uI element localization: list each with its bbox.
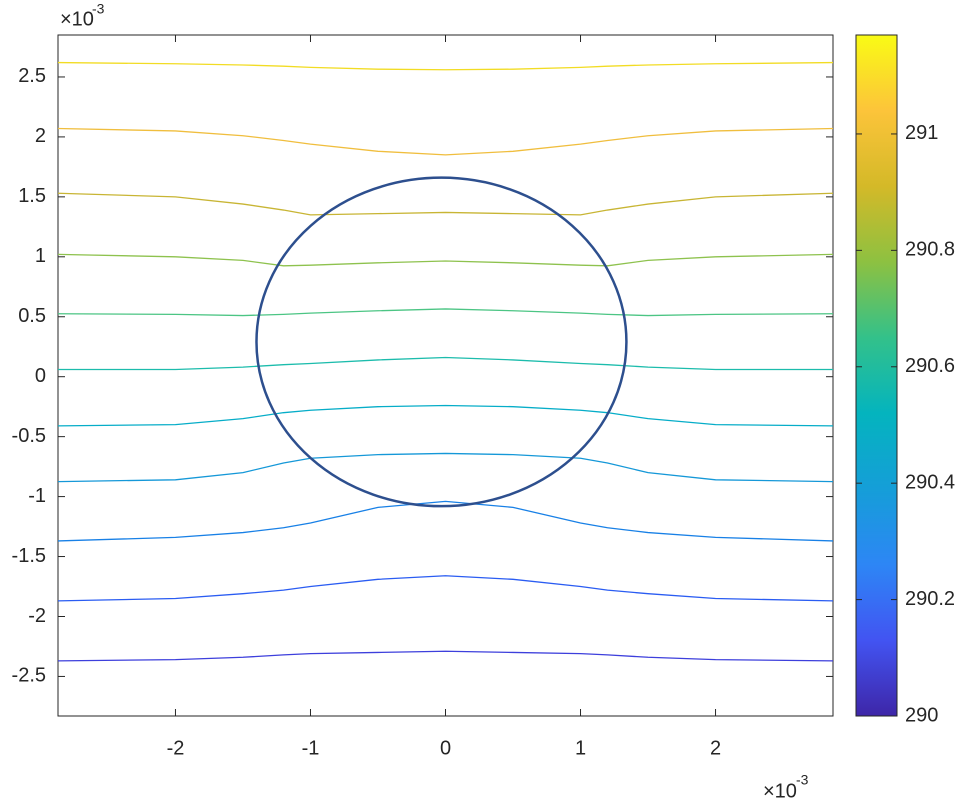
contour-line [57, 192, 834, 216]
plot-area [57, 34, 834, 717]
contour-line [57, 61, 834, 71]
contour-line [57, 650, 834, 662]
colorbar-tick-label: 290.4 [905, 471, 955, 493]
circle-outline [255, 176, 628, 508]
contour-line [57, 308, 834, 317]
x-tick-label: -2 [167, 737, 185, 759]
colorbar-tick-label: 290.2 [905, 588, 955, 610]
y-tick-label: -2.5 [12, 665, 46, 687]
y-tick-label: 1.5 [18, 185, 46, 207]
y-tick-label: 2 [35, 125, 46, 147]
colorbar [855, 34, 898, 717]
colorbar-tick-label: 290.8 [905, 239, 955, 261]
colorbar-tick-label: 290.6 [905, 355, 955, 377]
contour-line [57, 452, 834, 483]
y-tick-label: -0.5 [12, 425, 46, 447]
y-tick-label: -1 [28, 485, 46, 507]
colorbar-tick-label: 290 [905, 704, 938, 726]
y-tick-label: 0.5 [18, 305, 46, 327]
x-tick-label: 0 [440, 737, 451, 759]
x-tick-label: -1 [302, 737, 320, 759]
contour-line [57, 404, 834, 427]
y-tick-label: 0 [35, 365, 46, 387]
y-tick-label: 2.5 [18, 65, 46, 87]
x-tick-label: 1 [575, 737, 586, 759]
contour-line [57, 575, 834, 602]
y-tick-label: 1 [35, 245, 46, 267]
contour-line [57, 253, 834, 267]
x-power: -3 [796, 772, 809, 788]
contour-line [57, 500, 834, 542]
y-multiplier: ×10 [60, 8, 94, 30]
contour-line [58, 356, 833, 371]
y-tick-label: -2 [28, 605, 46, 627]
contour-line [57, 127, 834, 156]
x-tick-label: 2 [710, 737, 721, 759]
colorbar-tick-label: 291 [905, 122, 938, 144]
x-multiplier: ×10 [763, 780, 797, 802]
y-power: -3 [92, 1, 105, 17]
y-tick-label: -1.5 [12, 545, 46, 567]
